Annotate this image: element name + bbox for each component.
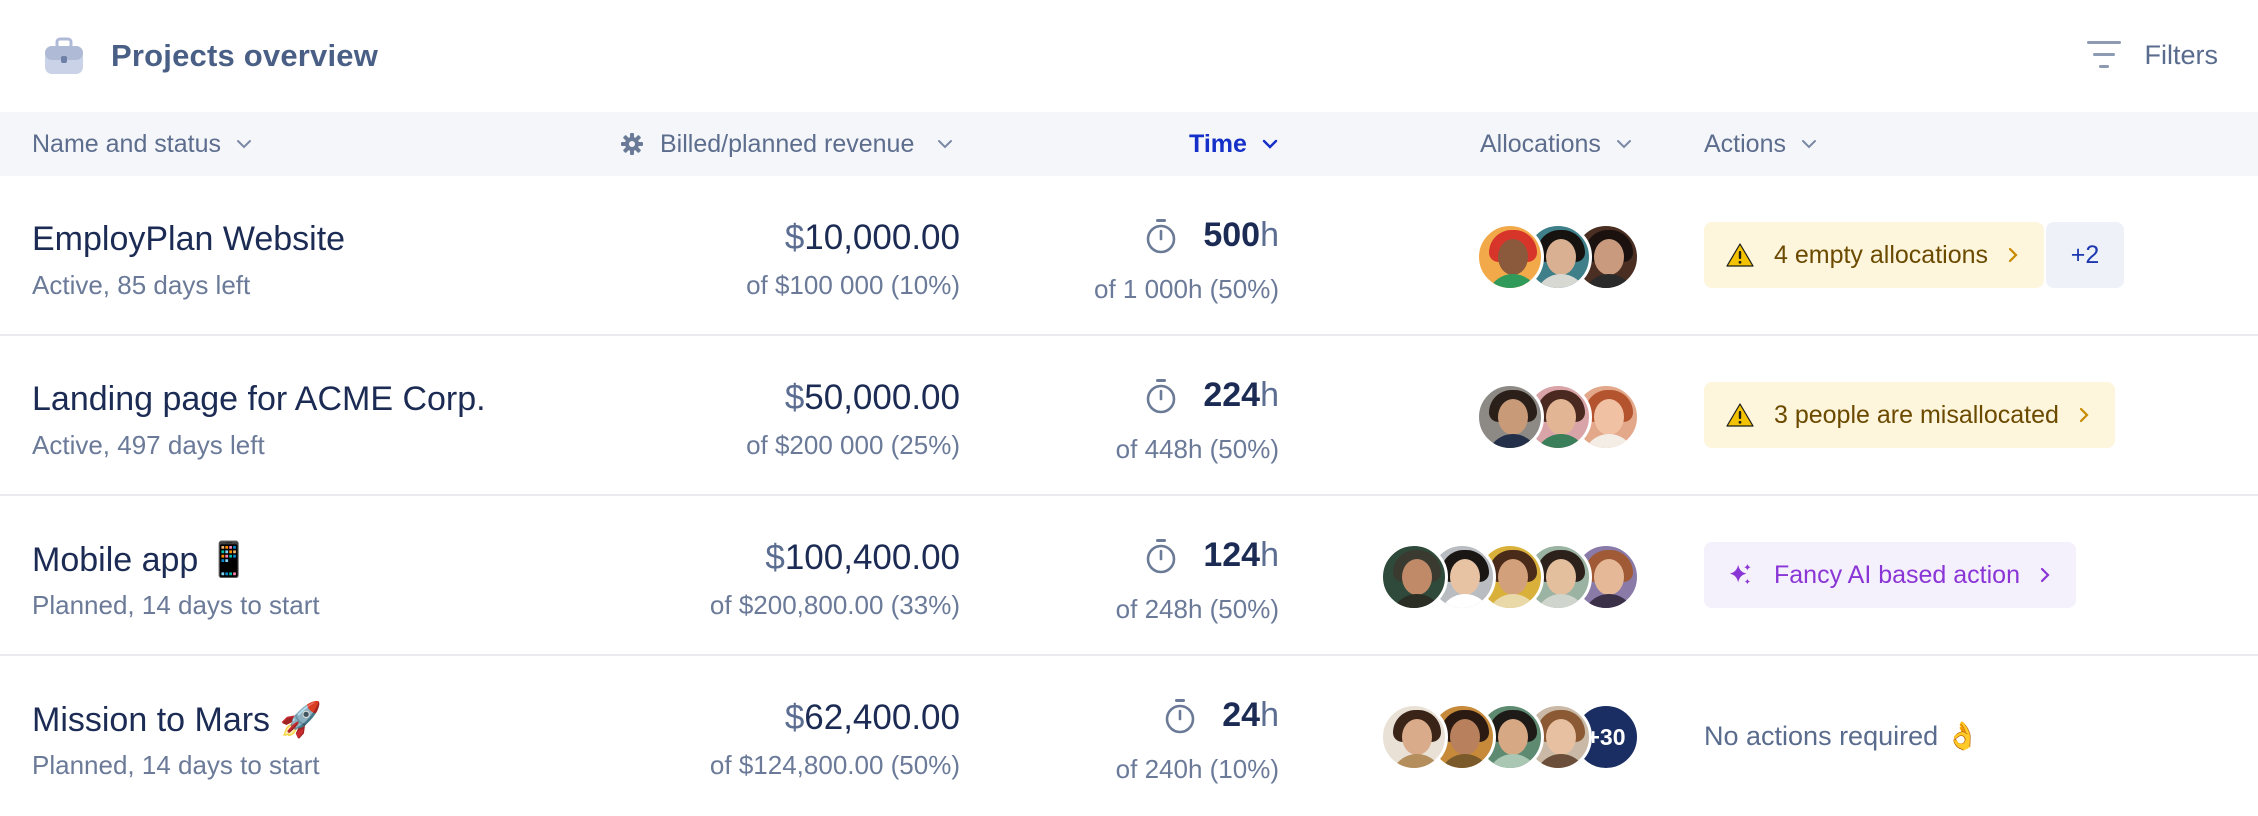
column-header-actions[interactable]: Actions bbox=[1704, 112, 1818, 176]
allocation-avatars[interactable]: +30 bbox=[1380, 703, 1640, 771]
time-unit: h bbox=[1260, 536, 1279, 574]
filters-label: Filters bbox=[2144, 39, 2219, 70]
column-header-name[interactable]: Name and status bbox=[32, 112, 253, 176]
allocation-avatars[interactable] bbox=[1476, 223, 1640, 291]
project-status: Planned, 14 days to start bbox=[32, 590, 320, 620]
project-status: Active, 497 days left bbox=[32, 430, 265, 460]
planned-revenue: of $200 000 (25%) bbox=[746, 430, 960, 460]
planned-revenue: of $200,800.00 (33%) bbox=[709, 590, 960, 620]
currency-symbol: $ bbox=[784, 378, 805, 417]
planned-revenue: of $100 000 (10%) bbox=[746, 270, 960, 300]
currency-symbol: $ bbox=[765, 538, 785, 577]
planned-revenue: of $124,800.00 (50%) bbox=[709, 750, 960, 780]
billed-amount: 10,000.00 bbox=[804, 218, 960, 257]
time-unit: h bbox=[1260, 696, 1279, 734]
column-header-label: Time bbox=[1189, 129, 1247, 158]
project-name[interactable]: Mission to Mars 🚀 bbox=[32, 701, 322, 739]
empty-allocations-action[interactable]: 4 empty allocations bbox=[1704, 222, 2045, 288]
column-header-revenue[interactable]: Billed/planned revenue bbox=[620, 112, 954, 176]
avatar[interactable] bbox=[1524, 543, 1592, 611]
action-label: Fancy AI based action bbox=[1774, 560, 2020, 589]
chevron-right-icon bbox=[2040, 567, 2050, 583]
time-value: 500 bbox=[1203, 216, 1261, 254]
billed-revenue: $50,000.00 bbox=[785, 378, 960, 418]
billed-amount: 50,000.00 bbox=[804, 378, 960, 417]
time-planned: of 1 000h (50%) bbox=[1093, 274, 1279, 304]
table-row[interactable]: Landing page for ACME Corp. Active, 497 … bbox=[0, 336, 2258, 496]
stopwatch-icon bbox=[1147, 378, 1176, 413]
chevron-down-icon bbox=[1262, 139, 1278, 149]
allocation-avatars[interactable] bbox=[1380, 543, 1640, 611]
action-label: 4 empty allocations bbox=[1774, 240, 1989, 269]
time-value: 124 bbox=[1203, 536, 1261, 574]
time-planned: of 248h (50%) bbox=[1115, 594, 1279, 624]
chevron-down-icon bbox=[938, 140, 953, 149]
billed-revenue: $10,000.00 bbox=[785, 218, 960, 258]
table-header: Name and status Billed/planned revenue T… bbox=[0, 112, 2258, 176]
chevron-right-icon bbox=[2079, 407, 2089, 423]
page-title: Projects overview bbox=[111, 38, 379, 73]
column-header-time[interactable]: Time bbox=[1189, 112, 1279, 176]
column-header-label: Billed/planned revenue bbox=[660, 129, 915, 158]
table-row[interactable]: EmployPlan Website Active, 85 days left … bbox=[0, 176, 2258, 336]
briefcase-icon bbox=[45, 37, 83, 74]
stopwatch-icon bbox=[1165, 698, 1195, 733]
project-name[interactable]: Mobile app 📱 bbox=[32, 541, 251, 579]
warning-icon bbox=[1726, 243, 1754, 267]
project-status: Active, 85 days left bbox=[32, 270, 251, 300]
time-value: 24 bbox=[1222, 696, 1261, 734]
currency-symbol: $ bbox=[784, 218, 805, 257]
avatar[interactable] bbox=[1476, 383, 1544, 451]
column-header-label: Allocations bbox=[1480, 129, 1601, 158]
time-value: 224 bbox=[1203, 376, 1261, 414]
gear-icon bbox=[621, 133, 643, 155]
column-header-label: Name and status bbox=[32, 129, 221, 158]
top-bar: Projects overview Filters bbox=[0, 0, 2258, 112]
avatar[interactable] bbox=[1380, 703, 1448, 771]
project-name[interactable]: Landing page for ACME Corp. bbox=[32, 380, 486, 418]
currency-symbol: $ bbox=[784, 698, 805, 737]
time-planned: of 240h (10%) bbox=[1115, 754, 1279, 784]
ai-action-button[interactable]: Fancy AI based action bbox=[1704, 542, 2076, 608]
column-header-label: Actions bbox=[1704, 129, 1786, 158]
table-row[interactable]: Mobile app 📱 Planned, 14 days to start $… bbox=[0, 496, 2258, 656]
time-spent: 124 h bbox=[1144, 536, 1279, 575]
project-name[interactable]: EmployPlan Website bbox=[32, 220, 346, 258]
warning-icon bbox=[1726, 403, 1754, 427]
allocation-avatars[interactable] bbox=[1476, 383, 1640, 451]
time-unit: h bbox=[1260, 376, 1279, 414]
misallocated-people-action[interactable]: 3 people are misallocated bbox=[1704, 382, 2115, 448]
no-actions-text: No actions required 👌 bbox=[1704, 721, 1980, 751]
stopwatch-icon bbox=[1147, 218, 1176, 253]
more-actions-button[interactable]: +2 bbox=[2046, 222, 2124, 288]
time-spent: 500 h bbox=[1144, 216, 1279, 255]
table-row[interactable]: Mission to Mars 🚀 Planned, 14 days to st… bbox=[0, 656, 2258, 816]
project-status: Planned, 14 days to start bbox=[32, 750, 320, 780]
time-spent: 224 h bbox=[1144, 376, 1279, 415]
time-spent: 24 h bbox=[1163, 696, 1279, 735]
chevron-down-icon bbox=[1616, 140, 1631, 149]
time-unit: h bbox=[1260, 216, 1279, 254]
stopwatch-icon bbox=[1147, 538, 1176, 573]
billed-amount: 100,400.00 bbox=[784, 538, 960, 577]
filters-button[interactable]: Filters bbox=[2085, 38, 2219, 72]
chevron-down-icon bbox=[1801, 140, 1816, 149]
action-label: 3 people are misallocated bbox=[1774, 400, 2059, 429]
avatar[interactable] bbox=[1476, 223, 1544, 291]
column-header-allocations[interactable]: Allocations bbox=[1480, 112, 1633, 176]
billed-revenue: $100,400.00 bbox=[765, 538, 960, 578]
avatar[interactable] bbox=[1380, 543, 1448, 611]
time-planned: of 448h (50%) bbox=[1115, 434, 1279, 464]
chevron-down-icon bbox=[237, 140, 251, 149]
filter-icon bbox=[2086, 41, 2121, 68]
sparkle-icon bbox=[1729, 563, 1751, 585]
billed-revenue: $62,400.00 bbox=[785, 698, 960, 738]
billed-amount: 62,400.00 bbox=[804, 698, 960, 737]
chevron-right-icon bbox=[2008, 247, 2018, 263]
